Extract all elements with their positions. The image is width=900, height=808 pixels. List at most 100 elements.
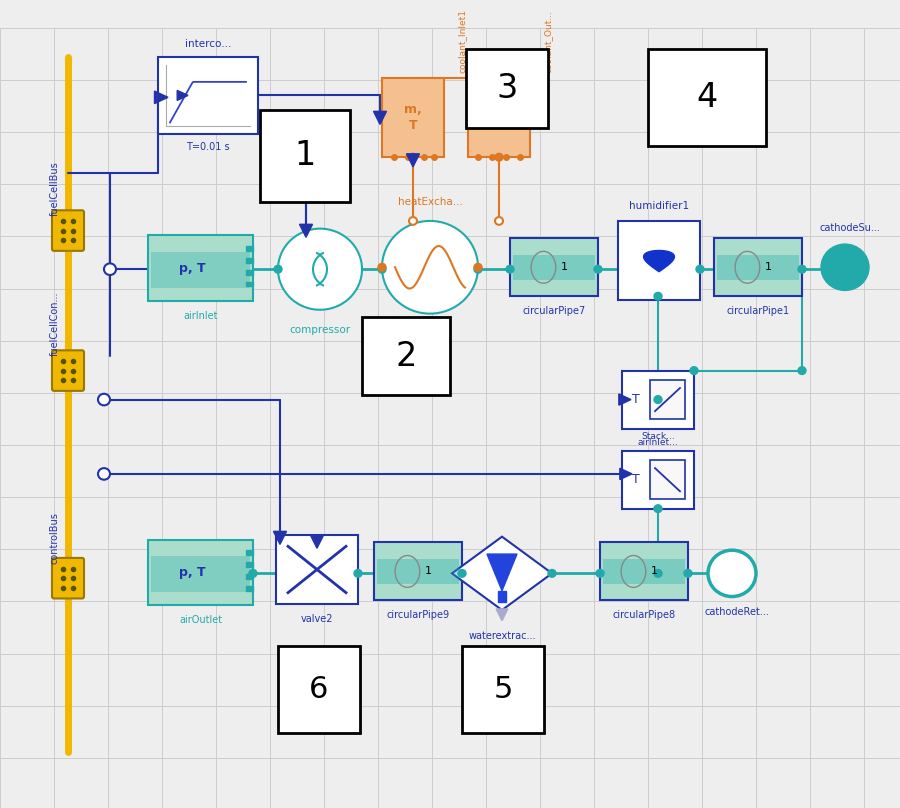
Bar — [377, 558, 459, 584]
Text: waterextrac...: waterextrac... — [468, 631, 536, 642]
Text: p, T: p, T — [179, 262, 205, 275]
Text: 1: 1 — [765, 263, 772, 272]
Bar — [462, 646, 544, 733]
Polygon shape — [310, 535, 323, 549]
Bar — [382, 78, 444, 158]
Text: 1: 1 — [425, 566, 432, 576]
Bar — [151, 556, 250, 592]
Circle shape — [98, 393, 110, 406]
Circle shape — [458, 570, 466, 577]
Bar — [246, 562, 253, 567]
Circle shape — [409, 154, 417, 161]
Circle shape — [798, 367, 806, 374]
Bar — [603, 558, 685, 584]
Bar — [650, 381, 685, 419]
Bar — [260, 110, 350, 202]
Polygon shape — [177, 90, 188, 100]
Text: 2: 2 — [395, 339, 417, 372]
Circle shape — [684, 570, 692, 577]
Polygon shape — [300, 225, 312, 238]
Bar — [246, 281, 253, 286]
Bar — [151, 252, 250, 288]
Text: m,: m, — [404, 103, 422, 116]
Bar — [148, 540, 253, 605]
Polygon shape — [374, 112, 386, 124]
Text: fuelCellCon...: fuelCellCon... — [50, 292, 60, 356]
Text: coolant_Inlet1: coolant_Inlet1 — [457, 9, 466, 74]
Bar — [276, 535, 358, 604]
Text: p, T: p, T — [179, 566, 205, 579]
Circle shape — [104, 263, 116, 275]
FancyBboxPatch shape — [52, 210, 84, 250]
Text: airInlet...: airInlet... — [637, 438, 679, 447]
Bar — [650, 461, 685, 499]
Bar — [600, 542, 688, 600]
Text: T=0.01 s: T=0.01 s — [186, 141, 230, 152]
Bar — [158, 57, 258, 134]
Text: cathodeRet...: cathodeRet... — [705, 607, 770, 617]
Text: p,: p, — [492, 103, 506, 116]
Text: T: T — [632, 473, 640, 486]
Polygon shape — [496, 609, 508, 621]
Text: 1: 1 — [561, 263, 568, 272]
Text: cathodeSu...: cathodeSu... — [820, 224, 880, 234]
Bar — [498, 591, 506, 602]
Circle shape — [654, 505, 662, 512]
Polygon shape — [274, 532, 286, 545]
Text: Stack...: Stack... — [641, 432, 675, 441]
Text: 1: 1 — [651, 566, 658, 576]
Circle shape — [98, 468, 110, 480]
Circle shape — [474, 263, 482, 271]
Circle shape — [708, 550, 756, 596]
Bar — [246, 270, 253, 275]
Circle shape — [506, 265, 514, 273]
Bar — [717, 255, 799, 280]
Circle shape — [654, 396, 662, 403]
Bar — [246, 574, 253, 579]
Text: coolant_Out...: coolant_Out... — [544, 11, 553, 74]
Text: circularPipe8: circularPipe8 — [612, 610, 676, 620]
FancyBboxPatch shape — [52, 351, 84, 391]
Text: heatExcha...: heatExcha... — [398, 197, 463, 208]
Text: circularPipe1: circularPipe1 — [726, 306, 789, 316]
Circle shape — [382, 221, 478, 314]
Circle shape — [596, 570, 604, 577]
Bar — [374, 542, 462, 600]
Circle shape — [474, 265, 482, 273]
Text: humidifier1: humidifier1 — [629, 201, 689, 211]
Bar — [622, 451, 694, 509]
Polygon shape — [644, 250, 674, 271]
Bar — [246, 246, 253, 251]
Text: 6: 6 — [310, 675, 328, 704]
Circle shape — [249, 570, 257, 577]
Circle shape — [594, 265, 602, 273]
Circle shape — [274, 265, 282, 273]
Polygon shape — [452, 537, 552, 610]
Circle shape — [821, 244, 869, 290]
Circle shape — [495, 217, 503, 225]
Circle shape — [495, 154, 503, 161]
Bar — [246, 550, 253, 555]
Bar — [622, 371, 694, 428]
Text: fuelCellBus: fuelCellBus — [50, 162, 60, 216]
Text: 5: 5 — [493, 675, 513, 704]
Bar — [278, 646, 360, 733]
Bar — [618, 221, 700, 300]
Text: interco...: interco... — [184, 39, 231, 49]
Circle shape — [354, 570, 362, 577]
Bar — [246, 586, 253, 591]
Circle shape — [378, 263, 386, 271]
Circle shape — [548, 570, 556, 577]
Text: 1: 1 — [294, 139, 316, 172]
Text: circularPipe9: circularPipe9 — [386, 610, 450, 620]
Circle shape — [798, 265, 806, 273]
Text: airOutlet: airOutlet — [179, 615, 222, 625]
Circle shape — [278, 229, 362, 309]
Bar — [468, 78, 530, 158]
Text: compressor: compressor — [290, 325, 351, 335]
Polygon shape — [620, 469, 632, 480]
Text: 3: 3 — [497, 72, 518, 105]
Bar — [466, 49, 548, 128]
Text: T: T — [632, 393, 640, 406]
Text: controlBus: controlBus — [50, 511, 60, 564]
